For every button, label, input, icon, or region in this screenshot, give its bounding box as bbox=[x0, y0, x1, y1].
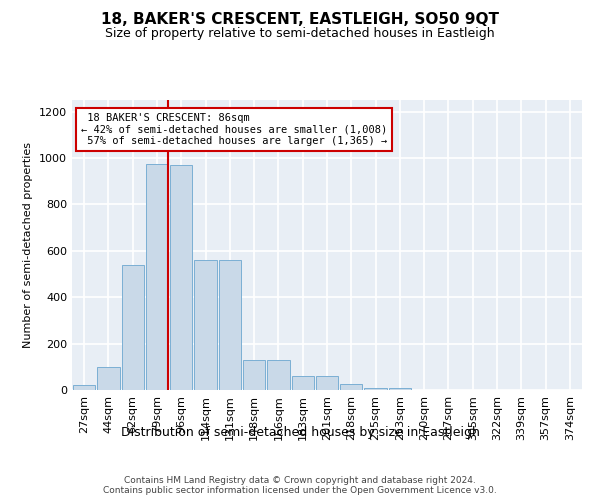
Bar bbox=[170, 165, 193, 390]
Y-axis label: Number of semi-detached properties: Number of semi-detached properties bbox=[23, 142, 34, 348]
Bar bbox=[243, 360, 265, 390]
Bar bbox=[292, 376, 314, 390]
Text: 18, BAKER'S CRESCENT, EASTLEIGH, SO50 9QT: 18, BAKER'S CRESCENT, EASTLEIGH, SO50 9Q… bbox=[101, 12, 499, 28]
Bar bbox=[146, 164, 168, 390]
Bar bbox=[364, 388, 387, 390]
Bar bbox=[97, 367, 119, 390]
Bar bbox=[194, 260, 217, 390]
Text: Size of property relative to semi-detached houses in Eastleigh: Size of property relative to semi-detach… bbox=[105, 28, 495, 40]
Bar bbox=[218, 260, 241, 390]
Bar bbox=[267, 360, 290, 390]
Text: Contains HM Land Registry data © Crown copyright and database right 2024.
Contai: Contains HM Land Registry data © Crown c… bbox=[103, 476, 497, 495]
Bar bbox=[389, 388, 411, 390]
Text: Distribution of semi-detached houses by size in Eastleigh: Distribution of semi-detached houses by … bbox=[121, 426, 479, 439]
Text: 18 BAKER'S CRESCENT: 86sqm 
← 42% of semi-detached houses are smaller (1,008)
 5: 18 BAKER'S CRESCENT: 86sqm ← 42% of semi… bbox=[81, 113, 387, 146]
Bar bbox=[73, 386, 95, 390]
Bar bbox=[316, 376, 338, 390]
Bar bbox=[340, 384, 362, 390]
Bar bbox=[122, 264, 144, 390]
